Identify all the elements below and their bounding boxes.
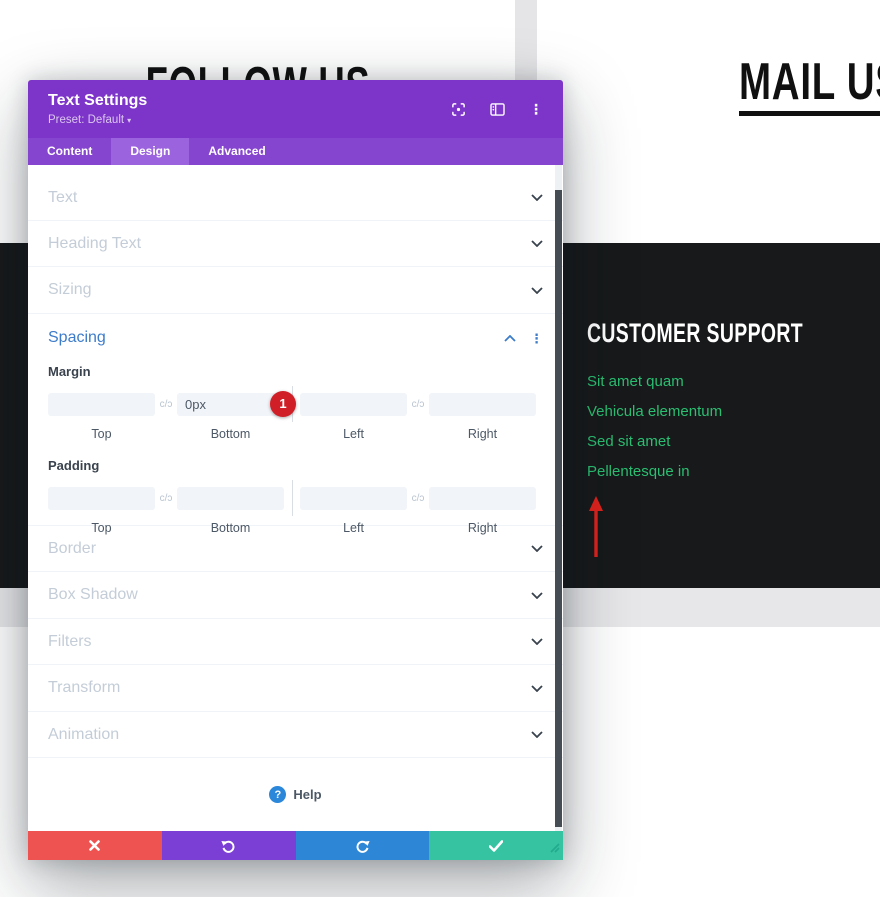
padding-left-input[interactable] — [300, 486, 407, 510]
section-menu-button[interactable]: ⋮ — [530, 330, 543, 346]
chevron-down-icon — [531, 731, 543, 738]
field-label-top: Top — [91, 521, 112, 535]
padding-bottom-input[interactable] — [177, 486, 284, 510]
field-label-left: Left — [343, 427, 364, 441]
support-link[interactable]: Pellentesque in — [587, 463, 690, 480]
customer-support-heading: CUSTOMER SUPPORT — [587, 318, 804, 348]
padding-label: Padding — [48, 458, 100, 473]
settings-scroll-area: Text Heading Text Sizing Spacing ⋮ Margi… — [28, 165, 563, 831]
text-settings-modal: Text Settings Preset: Default ▾ — [28, 80, 563, 860]
redo-button[interactable] — [295, 831, 430, 860]
link-values-icon[interactable]: c/ɔ — [159, 398, 173, 410]
margin-left-input[interactable] — [300, 392, 407, 416]
panel-view-button[interactable] — [490, 102, 505, 116]
x-icon — [89, 840, 101, 851]
toggle-sizing[interactable]: Sizing — [28, 267, 563, 314]
modal-menu-button[interactable]: ⋮ — [529, 101, 543, 117]
toggle-animation[interactable]: Animation — [28, 712, 563, 758]
link-values-icon[interactable]: c/ɔ — [411, 398, 425, 410]
toggle-filters[interactable]: Filters — [28, 619, 563, 665]
field-label-bottom: Bottom — [210, 521, 251, 535]
modal-title: Text Settings — [48, 92, 148, 110]
toggle-spacing[interactable]: Spacing — [48, 329, 106, 346]
modal-header: Text Settings Preset: Default ▾ — [28, 80, 563, 138]
redo-icon — [356, 840, 370, 853]
link-values-icon[interactable]: c/ɔ — [159, 492, 173, 504]
toggle-heading-text[interactable]: Heading Text — [28, 221, 563, 267]
toggle-border[interactable]: Border — [28, 526, 563, 572]
margin-right-input[interactable] — [429, 392, 536, 416]
link-values-icon[interactable]: c/ɔ — [411, 492, 425, 504]
help-icon: ? — [269, 786, 287, 803]
mail-us-heading: MAIL US — [739, 56, 880, 116]
focus-mode-button[interactable] — [451, 102, 466, 117]
chevron-up-icon[interactable] — [504, 334, 516, 342]
undo-icon — [221, 840, 235, 853]
padding-fields: c/ɔ c/ɔ — [48, 480, 543, 516]
field-label-right: Right — [467, 427, 498, 441]
modal-footer — [28, 831, 563, 860]
chevron-down-icon — [531, 545, 543, 552]
chevron-down-icon — [531, 591, 543, 599]
margin-bottom-input[interactable] — [177, 392, 284, 416]
padding-top-input[interactable] — [48, 486, 155, 510]
chevron-down-icon — [531, 194, 543, 201]
margin-fields: c/ɔ 1 c/ɔ — [48, 386, 543, 422]
help-button[interactable]: ? Help — [28, 758, 563, 831]
focus-frame-icon — [452, 102, 465, 116]
tab-design[interactable]: Design — [111, 138, 190, 165]
chevron-down-icon — [531, 286, 543, 294]
save-button[interactable] — [429, 831, 563, 860]
field-label-bottom: Bottom — [210, 427, 251, 441]
margin-top-input[interactable] — [48, 392, 155, 416]
tab-content[interactable]: Content — [47, 144, 93, 158]
caret-down-icon: ▾ — [127, 115, 132, 125]
field-label-right: Right — [467, 521, 498, 535]
spacing-section: Spacing ⋮ Margin c/ɔ 1 c/ɔ — [28, 314, 563, 535]
support-link[interactable]: Vehicula elementum — [587, 403, 723, 420]
red-up-arrow-icon — [589, 496, 603, 563]
discard-button[interactable] — [28, 831, 162, 860]
toggle-box-shadow[interactable]: Box Shadow — [28, 572, 563, 619]
resize-grip-handle[interactable] — [550, 840, 560, 858]
tab-advanced[interactable]: Advanced — [208, 144, 266, 158]
support-link[interactable]: Sit amet quam — [587, 373, 684, 390]
scrollbar-thumb[interactable] — [555, 190, 562, 827]
chevron-down-icon — [531, 638, 543, 645]
step-badge: 1 — [270, 390, 296, 417]
chevron-down-icon — [531, 240, 543, 247]
margin-label: Margin — [48, 364, 91, 379]
toggle-text[interactable]: Text — [28, 165, 563, 221]
split-panel-icon — [490, 102, 505, 116]
padding-right-input[interactable] — [429, 486, 536, 510]
settings-tabs: Content Design Advanced — [28, 138, 563, 165]
check-icon — [489, 839, 504, 852]
toggle-transform[interactable]: Transform — [28, 665, 563, 712]
field-group-divider — [291, 480, 293, 516]
field-label-left: Left — [343, 521, 364, 535]
field-label-top: Top — [91, 427, 112, 441]
preset-selector[interactable]: Preset: Default ▾ — [48, 113, 132, 126]
support-link[interactable]: Sed sit amet — [587, 433, 671, 450]
undo-button[interactable] — [161, 831, 296, 860]
chevron-down-icon — [531, 684, 543, 692]
